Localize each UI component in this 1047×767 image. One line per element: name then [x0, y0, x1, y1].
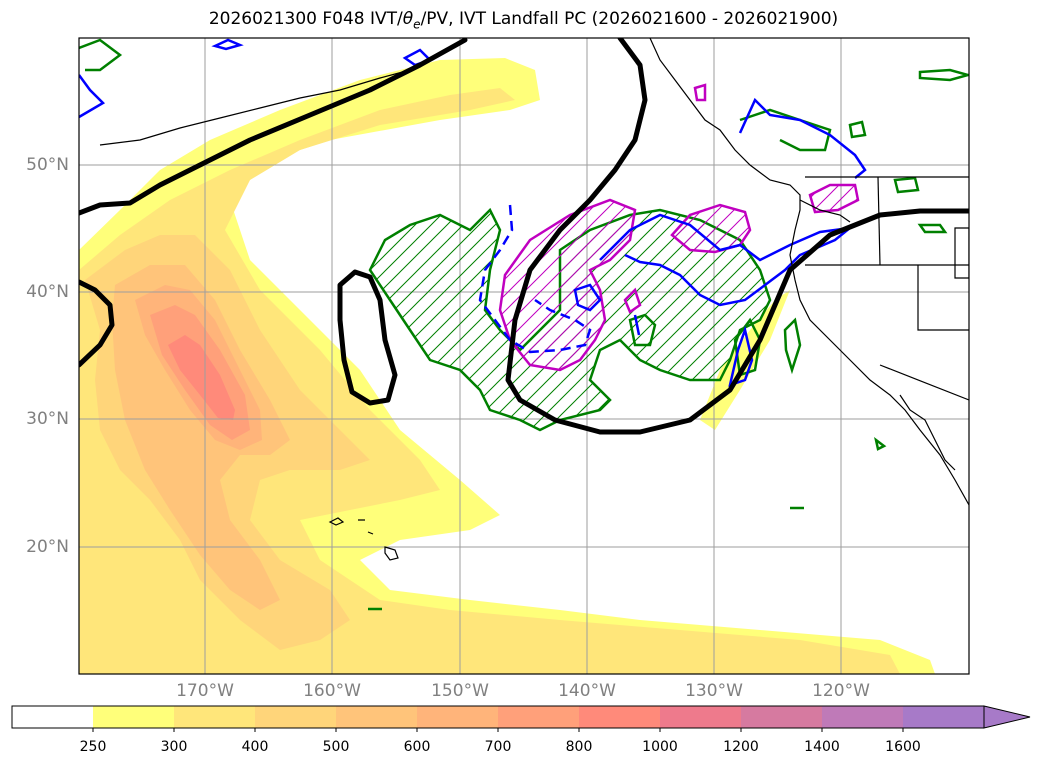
ivt-fill-contours: [79, 58, 935, 674]
landfall-pc-contour-small2: [628, 313, 657, 347]
colorbar-label-1200: 1200: [723, 739, 759, 755]
lon-label-170w: 170°W: [176, 681, 234, 701]
theta-e-contour-north: [79, 38, 468, 216]
lon-label-150w: 150°W: [431, 681, 489, 701]
border-mexico: [879, 364, 969, 401]
lat-label-30n: 30°N: [26, 409, 69, 429]
border-state-3: [917, 265, 969, 331]
theta-e-contour-closed: [337, 269, 398, 406]
lat-label-20n: 20°N: [26, 537, 69, 557]
theta-e-contours: [79, 38, 969, 435]
pv-blue-nw: [79, 74, 106, 119]
ivt-300-region: [79, 88, 900, 674]
landfall-pc-contour-ne2: [918, 68, 969, 82]
landfall-pc-contour-small7: [874, 436, 887, 451]
hawaii-coastline: [328, 517, 399, 561]
colorbar-segment-1000: [660, 706, 741, 728]
landfall-pc-contour-small1: [783, 317, 802, 375]
colorbar-label-300: 300: [160, 739, 188, 755]
colorbar-segment-600: [417, 706, 498, 728]
map-plot-area: [79, 38, 969, 674]
colorbar-label-250: 250: [79, 739, 107, 755]
pv-blue-coast: [728, 325, 754, 387]
theta-e-contour-main: [505, 38, 969, 435]
map-title: 2026021300 F048 IVT/θe/PV, IVT Landfall …: [208, 9, 839, 32]
colorbar-segment-700: [498, 706, 579, 728]
landfall-pc-contour-ne1: [739, 108, 832, 152]
coastlines: [99, 38, 969, 561]
colorbar-segment-below: [12, 706, 93, 728]
pv-blue-small1: [573, 283, 602, 312]
pv-magenta-ne: [808, 183, 860, 214]
colorbar-label-600: 600: [403, 739, 431, 755]
colorbar-label-800: 800: [565, 739, 593, 755]
colorbar-segment-500: [336, 706, 417, 728]
lon-label-140w: 140°W: [558, 681, 616, 701]
pv-blue-main: [599, 213, 855, 307]
baja-coastline: [899, 394, 956, 471]
vancouver-island-coastline: [799, 199, 851, 223]
lat-label-40n: 40°N: [26, 282, 69, 302]
colorbar-segment-400: [255, 706, 336, 728]
landfall-pc-contour-coast: [733, 317, 762, 377]
pv-magenta-hatched-region: [498, 198, 637, 372]
colorbar-segment-1200: [741, 706, 822, 728]
colorbar-label-1000: 1000: [642, 739, 678, 755]
border-state-2: [877, 176, 881, 266]
ivt-colorbar: [11, 705, 1031, 732]
landfall-pc-contour-ne3: [893, 176, 920, 194]
border-canada-interior: [954, 227, 969, 279]
lat-label-50n: 50°N: [26, 155, 69, 175]
colorbar-segment-1600: [903, 706, 984, 728]
ivt-800-region: [168, 335, 235, 420]
pv-contours: [79, 38, 867, 387]
colorbar-extend-arrow: [983, 705, 1031, 729]
landfall-pc-contour-nw: [79, 38, 123, 72]
theta-e-contour-west: [79, 279, 115, 368]
aleutian-coastline: [99, 54, 441, 146]
lon-label-160w: 160°W: [303, 681, 361, 701]
lon-label-130w: 130°W: [685, 681, 743, 701]
landfall-pc-contour-small3: [917, 223, 948, 234]
colorbar-label-1600: 1600: [885, 739, 921, 755]
pv-blue-small2: [633, 314, 641, 336]
colorbar-segment-250: [93, 706, 174, 728]
colorbar-segment-1400: [822, 706, 903, 728]
alaska-coastline: [649, 38, 969, 506]
colorbar-label-700: 700: [484, 739, 512, 755]
colorbar-label-500: 500: [322, 739, 350, 755]
pv-magenta-east: [670, 203, 752, 254]
pv-blue-ne: [738, 97, 867, 179]
pv-magenta-small2: [693, 83, 707, 102]
map-frame: [78, 37, 970, 675]
pv-blue-dashed: [478, 204, 592, 354]
colorbar-label-400: 400: [241, 739, 269, 755]
colorbar-segment-300: [174, 706, 255, 728]
lon-label-120w: 120°W: [812, 681, 870, 701]
colorbar-label-1400: 1400: [804, 739, 840, 755]
pv-magenta-small1: [623, 287, 642, 314]
landfall-pc-contour-small4: [848, 120, 867, 139]
colorbar-segment-800: [579, 706, 660, 728]
